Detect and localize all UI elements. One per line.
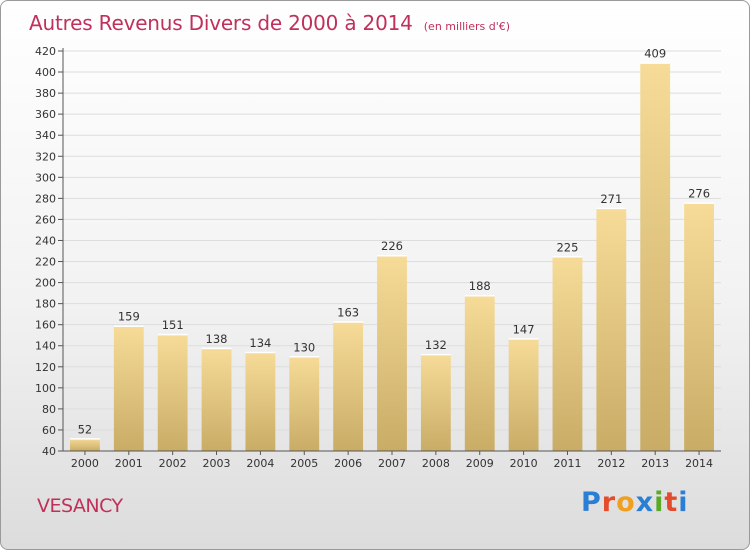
logo-letter: x xyxy=(635,487,655,518)
y-tick-label: 300 xyxy=(35,171,56,184)
data-label: 134 xyxy=(249,336,271,350)
x-tick-label: 2008 xyxy=(422,457,450,470)
bar-2006 xyxy=(333,321,364,451)
bar-2014 xyxy=(684,202,714,451)
y-tick-label: 140 xyxy=(35,340,56,353)
y-tick-label: 240 xyxy=(35,234,56,247)
chart-title: Autres Revenus Divers de 2000 à 2014 xyxy=(29,11,413,35)
y-tick-label: 380 xyxy=(35,87,56,100)
place-name: VESANCY xyxy=(37,495,123,517)
x-tick-label: 2004 xyxy=(246,457,274,470)
bar-2007 xyxy=(377,255,407,451)
data-labels: 52 159 151 138 134 130 163 226 132 188 147 225 271 40… xyxy=(78,47,710,437)
bar-2013 xyxy=(640,62,671,451)
data-label: 225 xyxy=(556,240,578,254)
data-label: 163 xyxy=(337,306,359,320)
logo-letter: o xyxy=(616,487,636,518)
title-row: Autres Revenus Divers de 2000 à 2014 (en… xyxy=(29,11,510,35)
y-tick-label: 420 xyxy=(35,45,56,58)
bar-2002 xyxy=(157,334,188,451)
x-tick-label: 2005 xyxy=(290,457,318,470)
x-tick-label: 2010 xyxy=(510,457,538,470)
data-label: 226 xyxy=(381,239,403,253)
logo-letter: P xyxy=(581,487,602,518)
y-tick-label: 360 xyxy=(35,108,56,121)
y-tick-label: 280 xyxy=(35,192,56,205)
bars xyxy=(70,62,714,451)
y-tick-label: 220 xyxy=(35,256,56,269)
x-tick-label: 2000 xyxy=(71,457,99,470)
y-tick-label: 100 xyxy=(35,382,56,395)
data-label: 409 xyxy=(644,47,666,61)
x-axis-ticks: 2000 2001 2002 2003 2004 2005 2006 2007 2008 2009… xyxy=(71,451,713,470)
y-tick-label: 120 xyxy=(35,361,56,374)
bar-2010 xyxy=(508,338,539,451)
x-tick-label: 2002 xyxy=(159,457,187,470)
bar-2001 xyxy=(113,325,144,451)
data-label: 276 xyxy=(688,187,710,201)
data-label: 138 xyxy=(206,332,228,346)
data-label: 130 xyxy=(293,340,315,354)
bar-2000 xyxy=(70,438,100,451)
y-tick-label: 320 xyxy=(35,150,56,163)
bar-2012 xyxy=(596,207,627,451)
data-label: 52 xyxy=(78,422,93,436)
logo-letter: r xyxy=(601,487,617,518)
data-label: 159 xyxy=(118,310,140,324)
y-tick-label: 60 xyxy=(42,424,56,437)
x-tick-label: 2014 xyxy=(685,457,713,470)
y-tick-label: 260 xyxy=(35,213,56,226)
logo-letter: i xyxy=(678,487,689,518)
x-tick-label: 2009 xyxy=(466,457,494,470)
logo-letter: t xyxy=(664,487,679,518)
data-label: 147 xyxy=(513,322,535,336)
y-tick-label: 180 xyxy=(35,298,56,311)
bar-2011 xyxy=(552,256,583,451)
data-label: 151 xyxy=(162,318,184,332)
chart-subtitle: (en milliers d'€) xyxy=(423,20,511,33)
y-tick-label: 160 xyxy=(35,319,56,332)
y-tick-label: 340 xyxy=(35,129,56,142)
logo-letter: i xyxy=(654,487,665,518)
x-tick-label: 2012 xyxy=(597,457,625,470)
x-tick-label: 2006 xyxy=(334,457,362,470)
bar-2009 xyxy=(464,295,495,451)
data-label: 132 xyxy=(425,338,447,352)
x-tick-label: 2013 xyxy=(641,457,669,470)
data-label: 271 xyxy=(600,192,622,206)
bar-2003 xyxy=(201,347,232,451)
x-tick-label: 2003 xyxy=(203,457,231,470)
y-tick-label: 200 xyxy=(35,277,56,290)
bar-2005 xyxy=(289,356,320,451)
bar-2008 xyxy=(420,354,451,451)
x-tick-label: 2011 xyxy=(553,457,581,470)
y-axis-ticks: 40 60 80 100 120 140 160 180 200 220 240 260 280 300 3… xyxy=(35,45,63,458)
y-tick-label: 40 xyxy=(42,445,56,458)
y-tick-label: 80 xyxy=(42,403,56,416)
y-tick-label: 400 xyxy=(35,66,56,79)
proxiti-logo: Proxiti xyxy=(581,487,689,518)
data-label: 188 xyxy=(469,279,491,293)
x-tick-label: 2007 xyxy=(378,457,406,470)
bar-2004 xyxy=(245,352,276,451)
x-tick-label: 2001 xyxy=(115,457,143,470)
